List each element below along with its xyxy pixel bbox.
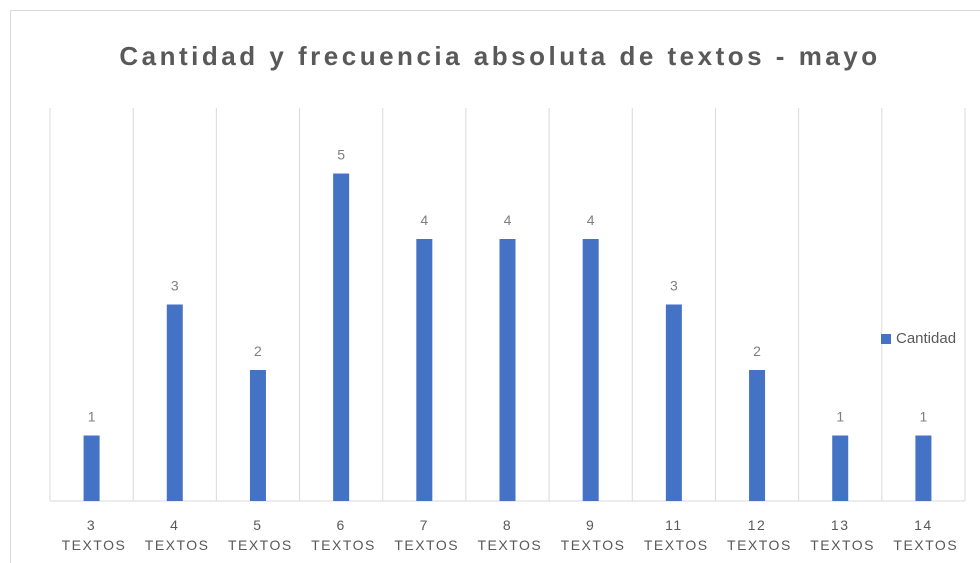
bar <box>832 435 849 501</box>
x-tick-label: 7 TEXTOS <box>394 517 460 553</box>
data-label: 1 <box>88 409 96 425</box>
legend-label: Cantidad <box>896 330 956 347</box>
data-label: 1 <box>920 409 928 425</box>
data-label: 3 <box>670 278 678 294</box>
x-tick-label: 6 TEXTOS <box>311 517 376 553</box>
bar <box>582 239 599 501</box>
x-tick-label: 5 TEXTOS <box>227 517 293 553</box>
x-tick-label: 9 TEXTOS <box>560 517 626 553</box>
x-tick-label: 8 TEXTOS <box>477 517 543 553</box>
bar <box>915 435 932 501</box>
bar <box>416 239 433 501</box>
chart-title: Cantidad y frecuencia absoluta de textos… <box>119 41 881 71</box>
x-tick-label: 13 TEXTOS <box>810 517 875 553</box>
data-label: 4 <box>587 212 595 228</box>
data-label: 5 <box>337 147 345 163</box>
bar <box>665 304 682 501</box>
data-label: 3 <box>171 278 179 294</box>
data-label: 4 <box>420 212 428 228</box>
bar <box>249 370 266 501</box>
x-tick-label: 3 TEXTOS <box>61 517 127 553</box>
data-label: 1 <box>836 409 844 425</box>
bar <box>499 239 516 501</box>
bar <box>83 435 100 501</box>
bar <box>749 370 766 501</box>
bar <box>166 304 183 501</box>
legend-swatch <box>881 334 891 344</box>
chart-frame <box>10 10 980 563</box>
bar <box>333 173 350 501</box>
x-tick-label: 14 TEXTOS <box>893 517 959 553</box>
x-tick-label: 12 TEXTOS <box>727 517 792 553</box>
x-tick-label: 4 TEXTOS <box>144 517 210 553</box>
data-label: 2 <box>254 343 262 359</box>
x-tick-label: 11 TEXTOS <box>643 517 709 553</box>
data-label: 2 <box>753 343 761 359</box>
data-label: 4 <box>504 212 512 228</box>
